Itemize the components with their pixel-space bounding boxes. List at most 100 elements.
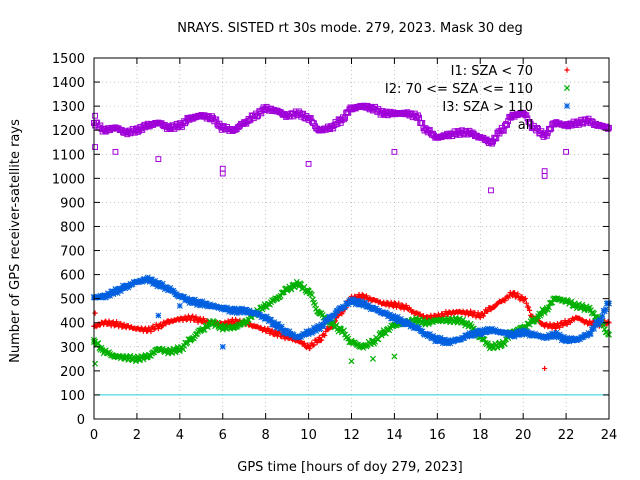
y-tick-label: 1100 bbox=[52, 148, 85, 163]
legend-label: all bbox=[518, 118, 533, 133]
data-point bbox=[553, 329, 560, 336]
data-point bbox=[352, 301, 359, 308]
data-point bbox=[555, 296, 562, 303]
legend-label: I3: SZA > 110 bbox=[442, 100, 533, 115]
data-point bbox=[340, 327, 348, 334]
data-point-outlier bbox=[92, 112, 98, 119]
data-point bbox=[269, 327, 275, 333]
data-point bbox=[286, 328, 293, 335]
data-point bbox=[593, 318, 600, 325]
data-point bbox=[392, 317, 399, 324]
data-point bbox=[405, 319, 412, 325]
data-point bbox=[570, 337, 577, 344]
data-point bbox=[321, 332, 327, 338]
data-point bbox=[239, 305, 246, 312]
data-point bbox=[264, 315, 271, 322]
data-point bbox=[354, 297, 361, 304]
y-tick-label: 100 bbox=[60, 389, 85, 404]
data-point bbox=[512, 331, 519, 338]
data-point bbox=[560, 333, 567, 340]
data-point bbox=[349, 299, 356, 306]
data-point bbox=[268, 316, 275, 323]
data-point bbox=[275, 321, 282, 328]
data-point bbox=[328, 315, 335, 322]
legend-marker bbox=[563, 84, 571, 92]
data-point bbox=[365, 301, 372, 308]
data-point-outlier bbox=[112, 148, 119, 155]
x-tick-label: 16 bbox=[429, 428, 446, 443]
data-point bbox=[110, 291, 117, 298]
legend-label: I1: SZA < 70 bbox=[451, 64, 533, 79]
data-point bbox=[400, 321, 406, 328]
data-point-outlier bbox=[542, 365, 548, 372]
data-point bbox=[325, 327, 331, 333]
data-point bbox=[525, 330, 532, 336]
data-point bbox=[515, 331, 522, 338]
data-point bbox=[145, 276, 152, 283]
data-point bbox=[604, 330, 611, 337]
data-point bbox=[314, 340, 320, 346]
data-point bbox=[278, 323, 285, 330]
data-point bbox=[397, 315, 404, 322]
data-point bbox=[419, 328, 426, 335]
y-tick-label: 300 bbox=[60, 341, 85, 356]
x-tick-label: 24 bbox=[601, 428, 618, 443]
data-point bbox=[200, 326, 207, 333]
data-point bbox=[605, 319, 611, 325]
legend: I1: SZA < 70 I2: 70 <= SZA <= 110 I3: SZA … bbox=[385, 64, 571, 133]
data-point bbox=[118, 285, 125, 292]
data-point bbox=[111, 323, 117, 329]
data-point bbox=[263, 313, 270, 320]
data-point bbox=[604, 300, 611, 307]
data-point bbox=[112, 286, 119, 293]
data-point bbox=[513, 328, 520, 335]
data-point-outlier bbox=[305, 160, 312, 167]
data-point bbox=[521, 327, 528, 334]
data-point bbox=[441, 336, 448, 343]
data-point bbox=[342, 303, 349, 310]
data-point bbox=[494, 344, 501, 351]
y-tick-label: 800 bbox=[60, 220, 85, 235]
y-tick-label: 700 bbox=[60, 245, 85, 260]
data-point-outlier bbox=[488, 187, 494, 194]
data-point-outlier bbox=[155, 156, 162, 162]
data-point bbox=[545, 304, 552, 311]
data-point bbox=[155, 326, 161, 332]
data-point bbox=[167, 285, 174, 291]
data-point bbox=[107, 292, 114, 299]
data-point bbox=[474, 327, 481, 334]
data-point-outlier bbox=[176, 302, 183, 309]
data-point-outlier bbox=[219, 170, 226, 177]
x-tick-label: 14 bbox=[386, 428, 403, 443]
y-axis-label: Number of GPS receiver-satellite rays bbox=[8, 119, 23, 363]
data-point bbox=[307, 346, 313, 352]
x-tick-label: 20 bbox=[515, 428, 532, 443]
data-point bbox=[521, 296, 527, 303]
data-point bbox=[190, 313, 196, 319]
series-4 bbox=[91, 102, 612, 194]
data-point bbox=[360, 302, 367, 309]
data-point bbox=[480, 313, 487, 319]
data-point bbox=[390, 303, 396, 310]
data-point bbox=[330, 125, 337, 132]
data-point bbox=[258, 110, 265, 117]
data-point bbox=[181, 293, 188, 300]
data-point bbox=[313, 327, 320, 334]
x-tick-label: 0 bbox=[90, 428, 98, 443]
data-point bbox=[464, 333, 471, 340]
data-point bbox=[503, 329, 509, 336]
y-tick-label: 1000 bbox=[52, 172, 85, 187]
grid bbox=[94, 58, 609, 419]
data-point-outlier bbox=[563, 148, 569, 155]
data-point bbox=[439, 340, 446, 347]
x-tick-label: 8 bbox=[262, 428, 270, 443]
data-point-outlier bbox=[391, 148, 398, 155]
data-point bbox=[345, 301, 352, 308]
data-point bbox=[423, 331, 430, 338]
data-point bbox=[525, 304, 532, 310]
data-point bbox=[271, 319, 278, 326]
data-point bbox=[523, 300, 529, 306]
data-point bbox=[270, 331, 276, 337]
x-tick-label: 10 bbox=[300, 428, 317, 443]
